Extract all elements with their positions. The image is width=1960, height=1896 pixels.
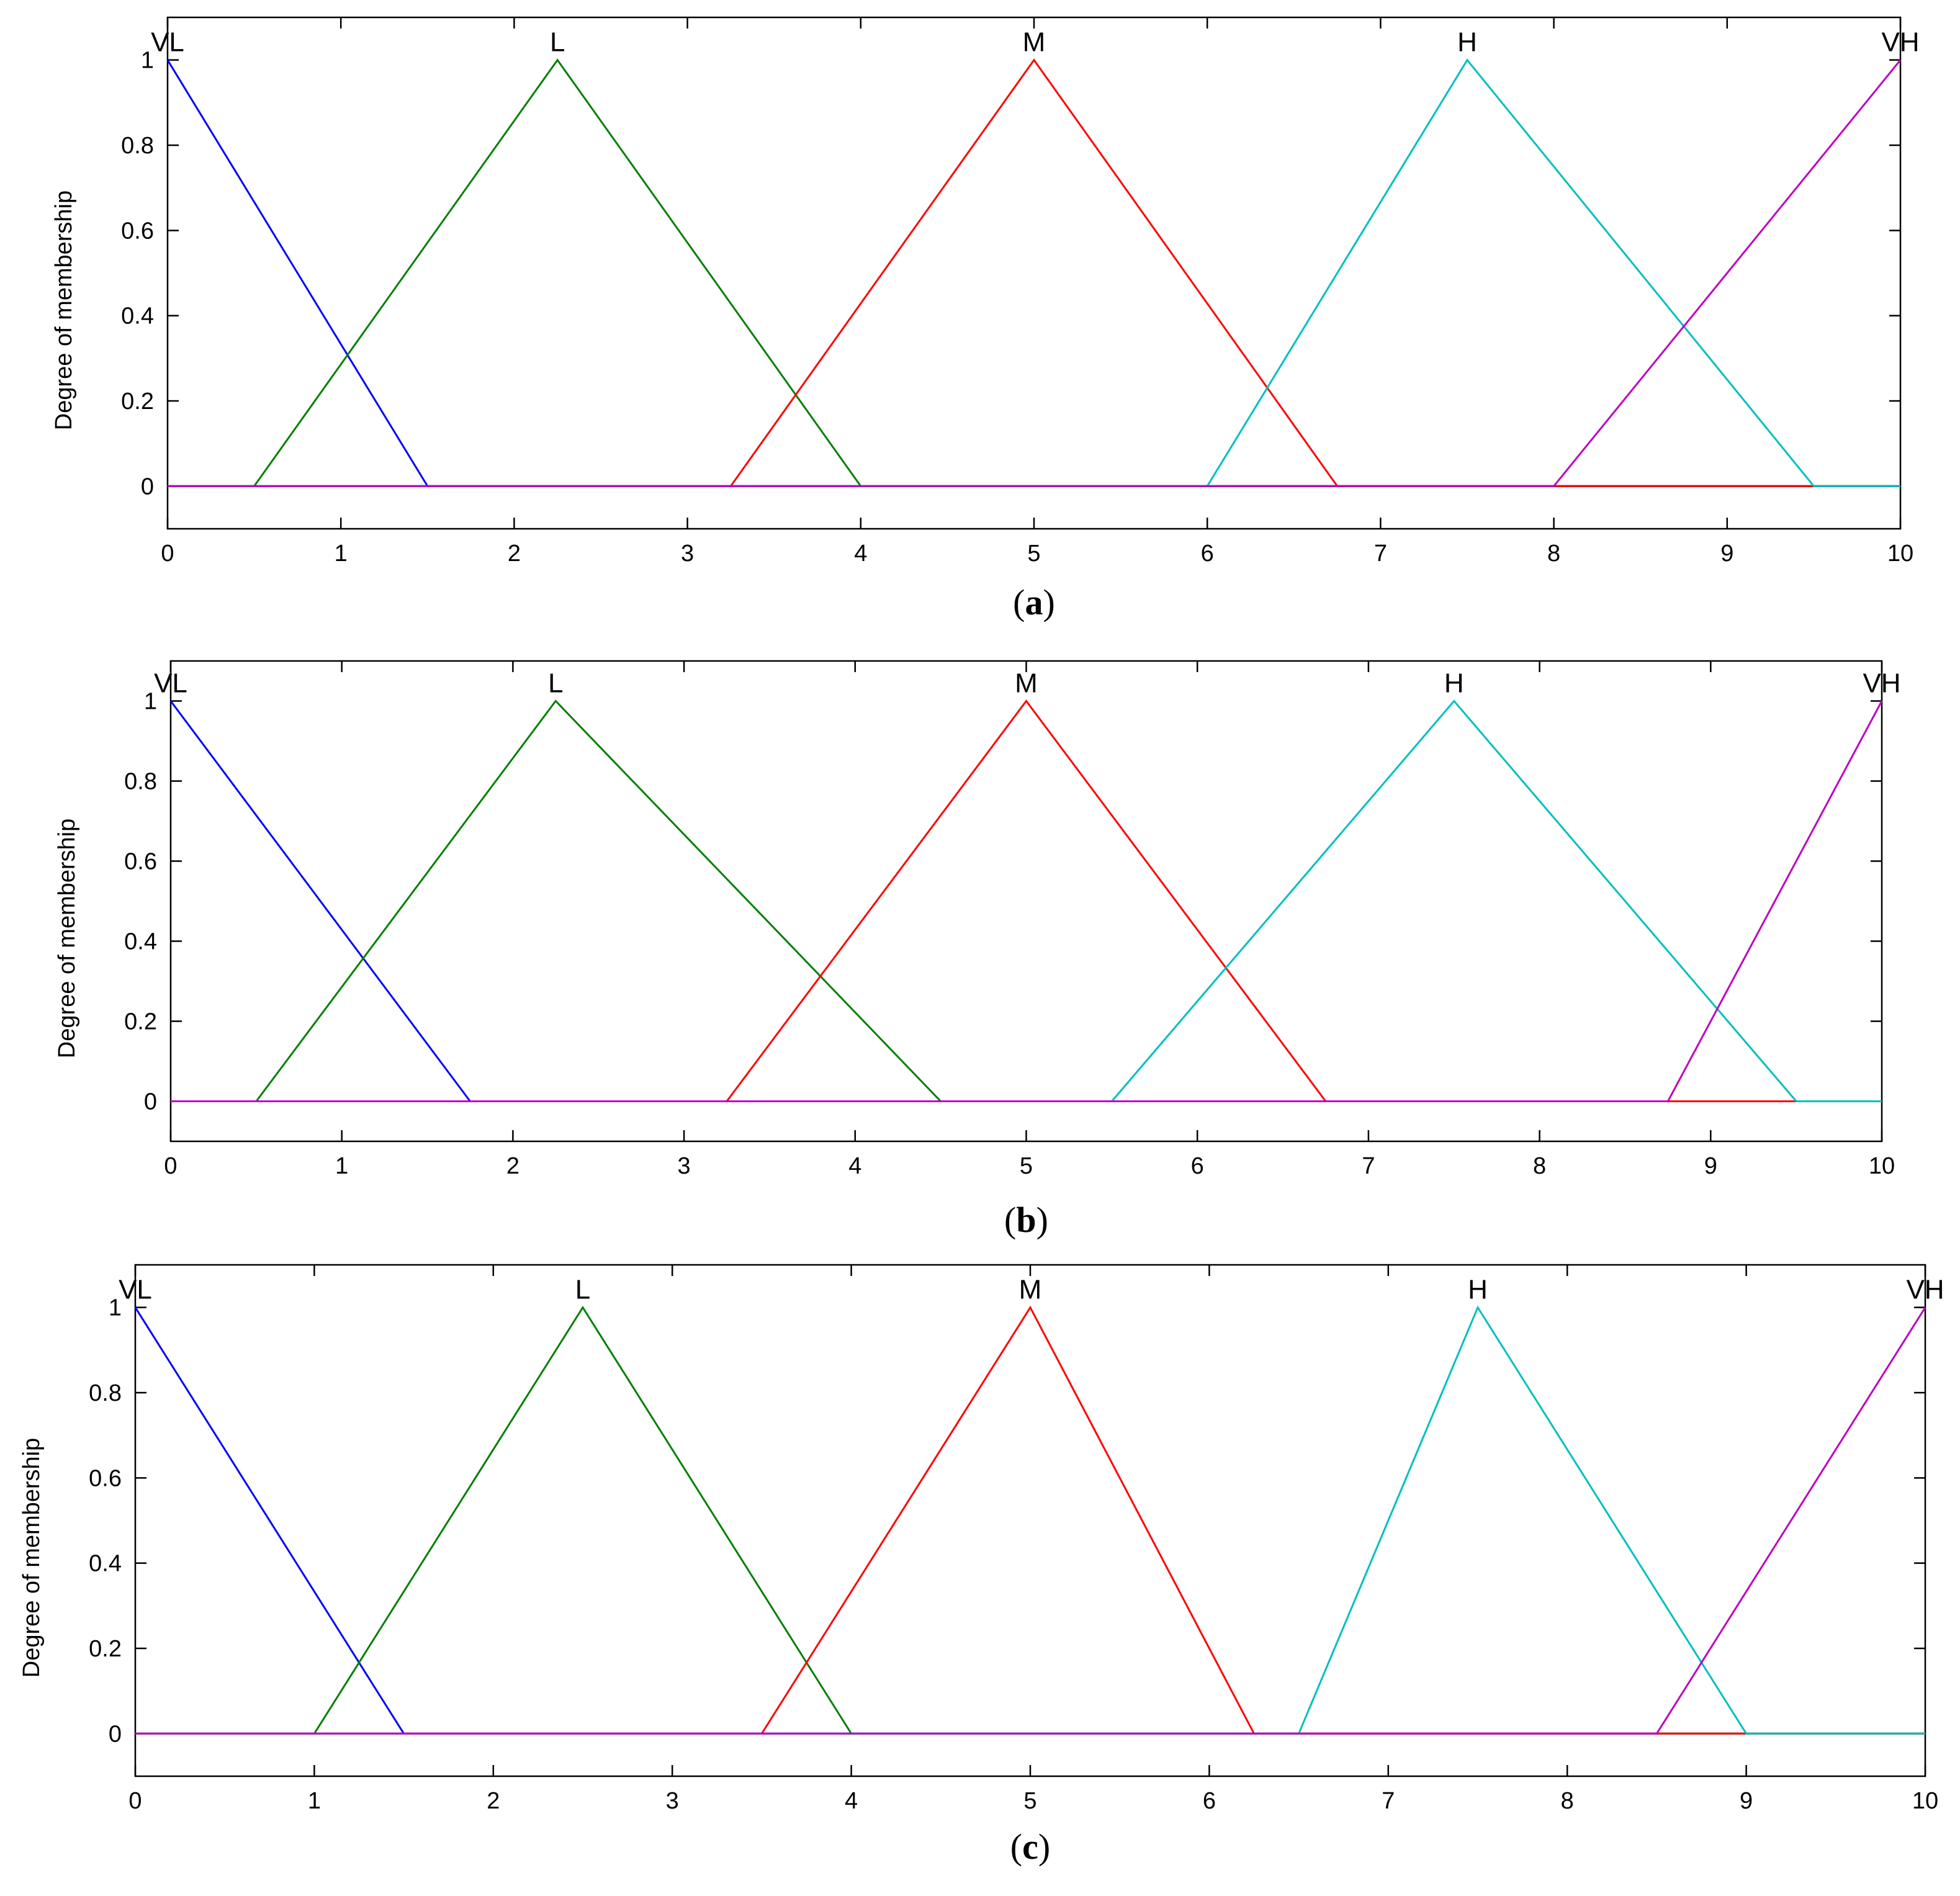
- series-label-vl: VL: [151, 27, 184, 58]
- chart-panel-a: 0 1 2 3 4 5 6 7 8 9 10 0 0.2 0.4 0.6 0.8 1 Degree of memb…: [51, 16, 1920, 622]
- series-line-vl: [134, 1306, 1925, 1735]
- x-tick-label: 9: [1704, 1153, 1717, 1179]
- series-line-vh: [168, 59, 1902, 487]
- y-tick-label: 0.2: [89, 1636, 122, 1662]
- x-tick-label: 2: [487, 1788, 500, 1814]
- y-axis-label: Degree of membership: [54, 819, 80, 1059]
- series-label-l: L: [550, 27, 565, 58]
- y-tick-label: 1: [144, 689, 157, 715]
- series-label-m: M: [1015, 668, 1038, 699]
- y-tick-label: 0.8: [124, 769, 157, 795]
- x-tick-label: 9: [1740, 1788, 1753, 1814]
- series-line-h: [171, 699, 1882, 1102]
- y-tick-label: 0.4: [89, 1551, 122, 1577]
- series-label-l: L: [575, 1275, 590, 1305]
- series-line-vh: [171, 700, 1883, 1102]
- series-label-vh: VH: [1881, 27, 1919, 58]
- series-label-vl: VL: [119, 1275, 152, 1305]
- plot-area-frame: [134, 1264, 1926, 1777]
- series-label-h: H: [1444, 668, 1464, 699]
- series-line-l: [135, 1305, 1925, 1735]
- x-tick-label: 0: [164, 1153, 177, 1179]
- x-tick-label: 6: [1203, 1788, 1216, 1814]
- chart-panel-b: 0 1 2 3 4 5 6 7 8 9 10 0 0.2 0.4 0.6 0.8 1 Degree of memb…: [54, 660, 1901, 1240]
- x-tick-label: 2: [508, 541, 521, 567]
- x-tick-label: 6: [1191, 1153, 1204, 1179]
- x-tick-label: 8: [1533, 1153, 1546, 1179]
- x-tick-label: 3: [666, 1788, 679, 1814]
- x-tick-label: 5: [1020, 1153, 1033, 1179]
- y-tick-label: 0.6: [121, 218, 154, 244]
- x-tick-label: 4: [845, 1788, 858, 1814]
- x-tick-label: 7: [1374, 541, 1387, 567]
- y-tick-label: 0.4: [124, 929, 157, 955]
- y-tick-label: 0.2: [121, 389, 154, 415]
- y-axis-label: Degree of membership: [19, 1438, 45, 1678]
- chart-panel-c: 0 1 2 3 4 5 6 7 8 9 10 0 0.2 0.4 0.6 0.8 1 Degree of memb…: [19, 1264, 1944, 1867]
- x-tick-label: 3: [678, 1153, 691, 1179]
- y-tick-label: 1: [109, 1295, 122, 1321]
- y-tick-label: 0: [144, 1089, 157, 1115]
- y-tick-label: 0.8: [89, 1380, 122, 1406]
- series-label-vl: VL: [154, 668, 187, 699]
- x-tick-label: 1: [335, 541, 348, 567]
- panel-caption: (c): [1010, 1826, 1050, 1867]
- x-tick-label: 8: [1547, 541, 1560, 567]
- y-axis-label: Degree of membership: [51, 191, 77, 431]
- x-tick-label: 4: [848, 1153, 861, 1179]
- series-label-vh: VH: [1863, 668, 1900, 699]
- series-line-h: [135, 1305, 1925, 1735]
- series-line-vh: [135, 1306, 1926, 1735]
- x-tick-label: 0: [128, 1788, 142, 1814]
- x-tick-label: 0: [161, 541, 174, 567]
- panel-caption: (b): [1004, 1200, 1048, 1240]
- y-tick-label: 0.2: [124, 1009, 157, 1035]
- x-tick-label: 7: [1382, 1788, 1395, 1814]
- x-tick-label: 5: [1027, 541, 1040, 567]
- x-tick-label: 10: [1887, 541, 1913, 567]
- series-label-m: M: [1023, 27, 1046, 58]
- series-line-h: [168, 58, 1900, 487]
- y-tick-label: 0.6: [124, 849, 157, 875]
- y-tick-label: 0.6: [89, 1465, 122, 1491]
- series-label-h: H: [1468, 1275, 1488, 1305]
- x-tick-label: 1: [335, 1153, 348, 1179]
- y-tick-label: 0: [141, 474, 154, 500]
- panel-caption: (a): [1013, 582, 1055, 622]
- series-label-l: L: [548, 668, 563, 699]
- series-label-h: H: [1457, 27, 1477, 58]
- x-tick-label: 6: [1201, 541, 1214, 567]
- y-tick-label: 0: [109, 1721, 122, 1747]
- x-tick-label: 3: [681, 541, 694, 567]
- x-tick-label: 10: [1912, 1788, 1938, 1814]
- x-tick-label: 9: [1720, 541, 1733, 567]
- series-label-m: M: [1019, 1275, 1042, 1305]
- x-tick-label: 8: [1561, 1788, 1574, 1814]
- x-tick-label: 5: [1023, 1788, 1036, 1814]
- x-tick-label: 2: [506, 1153, 519, 1179]
- x-tick-label: 1: [308, 1788, 321, 1814]
- series-label-vh: VH: [1906, 1275, 1944, 1305]
- series-line-m: [135, 1305, 1925, 1735]
- x-tick-label: 10: [1869, 1153, 1895, 1179]
- x-tick-label: 7: [1362, 1153, 1375, 1179]
- x-tick-label: 4: [854, 541, 867, 567]
- y-tick-label: 1: [141, 48, 154, 74]
- y-tick-label: 0.4: [121, 303, 154, 330]
- y-tick-label: 0.8: [121, 133, 154, 159]
